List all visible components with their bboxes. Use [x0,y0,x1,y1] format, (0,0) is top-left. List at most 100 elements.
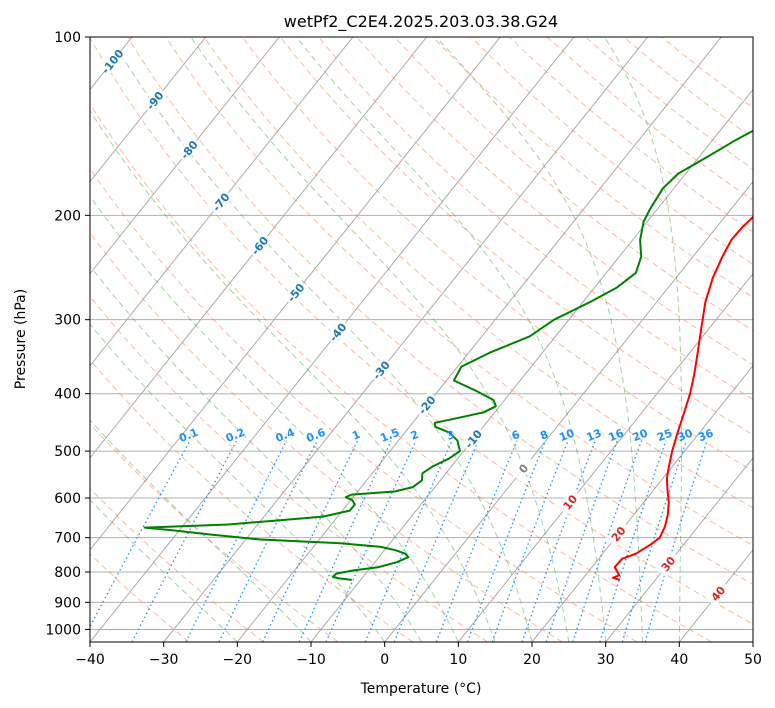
mixing-ratio-line [644,440,708,642]
isotherm-label-bg [557,488,583,516]
isotherm-line [90,37,354,367]
isotherm-label-bg [207,188,234,216]
dry-adiabat [394,37,753,332]
x-tick-label: −20 [223,652,253,668]
y-axis-title: Pressure (hPa) [13,289,29,389]
isotherm-label-bg [705,579,731,607]
moist-adiabat [90,195,459,642]
isotherm-line [163,37,649,642]
isotherm-label-bg [510,454,536,482]
dry-adiabat [318,37,753,401]
mixing-ratio-line [364,440,453,642]
y-tick-label: 800 [54,565,81,581]
dry-adiabat [90,423,339,642]
y-tick-label: 200 [54,208,81,224]
moist-adiabat [295,37,607,642]
dry-adiabat [241,37,753,472]
dry-adiabat [90,102,712,642]
y-tick-label: 700 [54,531,81,547]
mixing-ratio-label: 13 [584,426,603,444]
isotherm-label-bg [141,86,168,114]
mixing-ratio-label: 0.2 [224,426,247,445]
mixing-ratio-line [325,440,417,642]
mixing-ratio-line [521,440,596,642]
x-tick-label: 40 [670,652,688,668]
isotherm-label-bg [413,391,440,419]
mixing-ratio-line [621,440,688,642]
dewpoint-profile-line [143,129,753,581]
x-tick-label: 10 [449,652,467,668]
moist-adiabat [90,265,422,642]
mixing-ratio-label: 16 [606,426,625,444]
isotherm-label-bg [282,278,309,306]
x-axis: −40 −30 −20 −10 0 10 20 30 40 50 [75,642,762,668]
isotherm-line [90,37,280,275]
y-tick-label: 300 [54,313,81,329]
x-axis-title: Temperature (°C) [360,681,482,697]
x-tick-label: 0 [380,652,389,668]
y-axis: 100 200 300 400 500 600 700 800 900 1000 [45,30,90,638]
mixing-ratio-label: 20 [631,426,650,444]
x-tick-label: 50 [744,652,762,668]
isotherm-line [90,37,207,183]
dry-adiabat [547,37,753,201]
profiles [143,129,753,581]
y-tick-label: 600 [54,491,81,507]
isotherm-label-bg [246,231,272,259]
isotherm-line [678,549,753,642]
mixing-ratio-label: 0.1 [177,426,200,445]
mixing-ratio-label: 30 [676,426,695,444]
isotherm-label-bg [368,356,394,384]
mixing-ratio-line [298,440,392,642]
y-tick-label: 100 [54,30,81,46]
mixing-ratio-label: 0.4 [274,426,297,445]
isotherm-line [457,272,753,642]
mixing-ratio-label: 8 [538,428,550,443]
isotherm-line [90,37,428,459]
y-tick-label: 400 [54,387,81,403]
isotherm-label-bg [460,425,486,453]
y-tick-label: 900 [54,595,81,611]
x-tick-label: −40 [75,652,105,668]
mixing-ratio-label: 25 [655,426,674,444]
isotherm-line [90,37,501,551]
y-tick-label: 500 [54,444,81,460]
mixing-ratio-label: 36 [696,426,715,444]
isotherm-label-bg [176,136,202,163]
x-tick-label: 30 [597,652,615,668]
mixing-ratio-line [131,440,238,642]
isotherm-label-bg [605,520,631,548]
isotherm-line [0,37,58,642]
dry-adiabat [432,37,753,298]
moist-adiabat [190,37,570,642]
dry-adiabat [165,37,753,547]
dry-adiabat [90,295,488,642]
isotherm-line [605,457,753,642]
mixing-ratio-label: 3 [445,428,457,443]
mixing-ratio-label: 10 [557,426,576,444]
isotherm-line [752,641,753,642]
mixing-ratio-line [90,440,191,628]
isotherm-label-bg [655,550,681,577]
moist-adiabat [436,37,643,642]
dry-adiabat [90,167,638,642]
dry-adiabat [203,37,753,509]
plot-frame [89,36,754,643]
mixing-ratio-line [435,440,518,642]
dry-adiabat [90,231,563,642]
dry-adiabat [356,37,753,366]
y-tick-label: 1000 [45,622,81,638]
mixing-ratio-line [218,440,318,642]
dry-adiabat [90,487,264,642]
chart-title: wetPf2_C2E4.2025.203.03.38.G24 [284,12,558,32]
mixing-ratio-line [466,440,547,642]
mixing-ratio-line [185,440,288,642]
dry-adiabat [279,37,753,436]
mixing-ratio-label: 1.5 [378,426,401,445]
isotherm-line [236,37,722,642]
mixing-ratio-line [393,440,479,642]
x-tick-label: −10 [296,652,326,668]
moist-adiabat [90,109,496,642]
dry-adiabat [508,37,753,233]
